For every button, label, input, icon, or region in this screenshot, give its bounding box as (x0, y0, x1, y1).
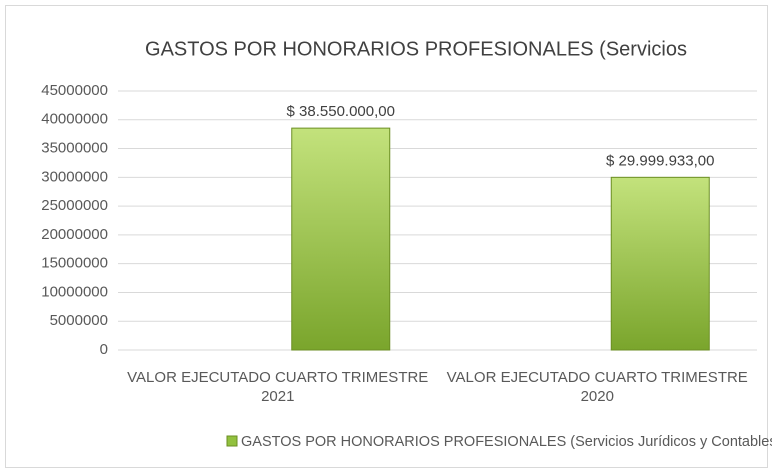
x-tick-label: VALOR EJECUTADO CUARTO TRIMESTRE 2020 (446, 369, 748, 405)
y-tick-label: 0 (100, 341, 108, 358)
y-tick-label: 45000000 (41, 82, 108, 99)
chart-title: GASTOS POR HONORARIOS PROFESIONALES (Ser… (145, 38, 687, 60)
y-tick-label: 20000000 (41, 226, 108, 243)
legend-label: GASTOS POR HONORARIOS PROFESIONALES (Ser… (241, 434, 772, 450)
y-tick-label: 5000000 (50, 312, 108, 329)
y-tick-label: 25000000 (41, 197, 108, 214)
y-tick-label: 10000000 (41, 283, 108, 300)
legend-swatch (226, 435, 238, 447)
y-tick-label: 35000000 (41, 140, 108, 157)
data-label: $ 29.999.933,00 (606, 152, 714, 169)
y-tick-label: 40000000 (41, 111, 108, 128)
x-tick-label: VALOR EJECUTADO CUARTO TRIMESTRE 2021 (127, 369, 429, 405)
data-label: $ 38.550.000,00 (287, 103, 395, 120)
bar (610, 176, 710, 351)
y-tick-label: 15000000 (41, 255, 108, 272)
y-tick-label: 30000000 (41, 168, 108, 185)
bar (291, 127, 391, 351)
